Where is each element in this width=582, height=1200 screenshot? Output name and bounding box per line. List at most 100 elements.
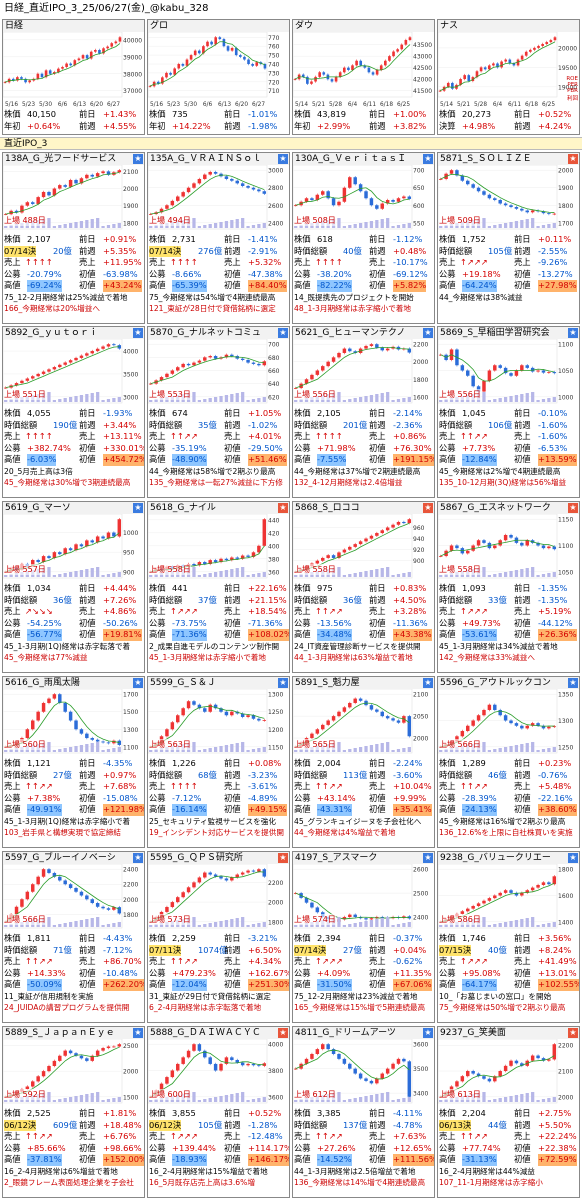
star-icon[interactable]: ★ [278,853,288,863]
stock-panel[interactable]: 138A_G_光フードサービス ★ 2100 2000 1900 1800 上場 488日株… [2,152,145,324]
stock-metrics: 株価 2,394 前日 -0.37% 07/14決 27億 前週 +0.04% 売上 ↑↗↗↗ 売上… [293,933,434,1014]
volume-bar [203,399,207,402]
y-tick-label: 39000 [123,54,142,61]
volume-bar [487,750,492,752]
index-panel[interactable]: ナス 20000 19500 19000 5/14 5/21 5/28 6/4 6/11 6/18… [437,19,580,135]
candle-body [482,709,486,716]
stock-panel[interactable]: 5597_G_ブルーイノベーシ ★ 2400 2200 2000 1800 上場 566日株… [2,851,145,1023]
sales-growth-value: -0.62% [393,956,423,966]
y-tick-label: 19000 [558,84,577,91]
index-panel[interactable]: グロ 770 760 750 740 730 720 710 5/16 5/23 5/30 6/6 6/… [147,19,290,135]
stock-metrics: 株価 975 前日 +0.83% 時価総額 36億 前週 +4.50% 売上 ↑↑↗↗ 売上 +3.2… [293,583,434,664]
candle-body [326,555,330,558]
prev-day-label: 前日 [224,109,241,119]
candle-body [487,194,492,199]
stock-panel[interactable]: 5621_G_ヒューマンテクノ ★ 2200 2000 1800 1600 上場 556日株… [292,326,435,498]
y-tick-label: 650 [413,185,425,192]
stock-panel[interactable]: 5618_G_ナイル ★ 440 420 400 380 360 上場 558日 株価 441 前日… [147,501,290,673]
candle-body [520,55,524,60]
star-icon[interactable]: ★ [133,503,143,513]
side-label: PER [567,82,578,88]
sales-growth-value: +11.95% [103,257,142,267]
public-value: +77.74% [462,1142,501,1153]
mcap-value: 276億 [198,245,223,256]
star-icon[interactable]: ★ [133,1028,143,1038]
star-icon[interactable]: ★ [423,154,433,164]
volume-bar [14,748,19,752]
public-value: +14.33% [27,967,66,978]
star-icon[interactable]: ★ [568,678,578,688]
volume-bar [294,1100,298,1102]
stock-panel[interactable]: 5871_S_ＳＯＬＩＺＥ ★ 2000 1900 1800 1700 上場 509日 株価 1… [437,152,580,324]
star-icon[interactable]: ★ [423,853,433,863]
volume-bar [58,924,62,927]
y-tick-label: 2200 [413,342,428,349]
star-icon[interactable]: ★ [278,1028,288,1038]
sales-trend: ↑↗↗↗ [460,606,488,616]
candle-body [369,1080,374,1084]
index-panel[interactable]: 日経 40000 39000 38000 37000 5/16 5/23 5/30 6/6 6/1… [2,19,145,135]
candle-body [487,370,492,382]
star-icon[interactable]: ★ [133,328,143,338]
stock-panel[interactable]: 5599_G_Ｓ＆Ｊ ★ 1300 1250 1200 1150 上場 563日 株価 1,22… [147,676,290,848]
low-value: +5.82% [393,280,427,292]
volume-bar [358,922,363,927]
stock-panel[interactable]: 5889_S_ＪａｐａｎＥｙｅ ★ 2500 2000 1500 上場 592日 株価 2,5… [2,1026,145,1198]
star-icon[interactable]: ★ [423,503,433,513]
listing-days: 上場 563日 [149,739,191,750]
star-icon[interactable]: ★ [278,328,288,338]
star-icon[interactable]: ★ [278,678,288,688]
star-icon[interactable]: ★ [423,1028,433,1038]
high-value: -6.03% [27,454,57,466]
mcap-value: 71億 [53,944,72,955]
star-icon[interactable]: ★ [133,853,143,863]
prev-week-value: -1.02% [248,419,278,430]
stock-panel[interactable]: 5596_G_アウトルックコン ★ 1350 1300 1250 上場 566日 株価 1,2… [437,676,580,848]
stock-panel[interactable]: 5891_S_魁力屋 ★ 2100 2050 2000 上場 565日 株価 2,004 前日 -… [292,676,435,848]
stock-panel[interactable]: 4811_G_ドリームアーツ ★ 3600 3500 3400 上場 612日 株価 3,38… [292,1026,435,1198]
star-icon[interactable]: ★ [568,503,578,513]
star-icon[interactable]: ★ [278,154,288,164]
stock-panel[interactable]: 4197_S_アスマーク ★ 2600 2500 2400 上場 574日 株価 2,394 前… [292,851,435,1023]
star-icon[interactable]: ★ [568,154,578,164]
sales-growth-label: 売上 [369,431,386,441]
prev-day-label: 前日 [514,109,531,119]
stock-panel[interactable]: 5870_G_ナルネットコミュ ★ 700 680 660 640 620 上場 553日 株価… [147,326,290,498]
stock-panel[interactable]: 5619_G_マーソ ★ 1000 950 900 上場 557日 株価 1,034 前日 +4.… [2,501,145,673]
star-icon[interactable]: ★ [568,1028,578,1038]
volume-bar [58,1099,62,1102]
star-icon[interactable]: ★ [133,154,143,164]
stock-panel[interactable]: 130A_G_ＶｅｒｉｔａｓＩ ★ 700 650 600 550 上場 508日 株価 618… [292,152,435,324]
candle-body [52,552,57,559]
metric-row: 株価 2,105 前日 -2.14% [293,408,434,420]
stock-panel[interactable]: 9237_G_笑美面 ★ 2200 2100 2000 上場 613日 株価 2,204 前日 +… [437,1026,580,1198]
stock-panel[interactable]: 135A_G_ＶＲＡＩＮＳｏｌ ★ 3000 2800 2600 2400 上場 494日株… [147,152,290,324]
star-icon[interactable]: ★ [568,853,578,863]
star-icon[interactable]: ★ [278,503,288,513]
volume-bar [299,749,303,752]
prev-day-value: -2.24% [393,758,423,768]
candle-body [165,72,168,78]
candle-body [342,187,347,202]
star-icon[interactable]: ★ [568,328,578,338]
star-icon[interactable]: ★ [133,678,143,688]
metric-row: 年初 +0.64% 前週 +4.55% [3,121,144,133]
candle-body [98,50,101,54]
metric-row: 高値 -6.03% 初値 +454.72% [3,454,144,466]
star-icon[interactable]: ★ [423,328,433,338]
stock-panel[interactable]: 5868_S_ロココ ★ 960 940 920 900 上場 558日 株価 975 前日 +0.… [292,501,435,673]
stock-panel[interactable]: 5888_G_ＤＡＩＷＡＣＹＣ ★ 4000 3800 3600 上場 600日 株価 3,8… [147,1026,290,1198]
volume-bar [369,395,374,402]
stock-panel[interactable]: 5869_S_早稲田学習研究会 ★ 1100 1050 1000 上場 556日 株価 1,0… [437,326,580,498]
candle-body [493,704,497,710]
metric-row: 45_今期経常は30%増で3期連続最高 [3,477,144,489]
stock-panel[interactable]: 5595_G_ＱＰＳ研究所 ★ 2200 2000 1800 上場 573日 株価 2,259… [147,851,290,1023]
stock-panel[interactable]: 5616_G_雨風太陽 ★ 1700 1500 1300 1100 上場 560日 株価 1,1… [2,676,145,848]
stock-panel[interactable]: 9238_G_バリュークリエー ★ 1800 1600 1400 上場 586日 株価 1,7… [437,851,580,1023]
stock-panel[interactable]: 5892_G_ｙｕｔｏｒｉ ★ 4000 3500 3000 上場 551日 株価 4,055… [2,326,145,498]
star-icon[interactable]: ★ [423,678,433,688]
metric-row: 公募 -73.75% 初値 -71.36% [148,618,289,630]
candle-body [337,711,341,717]
stock-panel[interactable]: 5867_G_エスネットワーク ★ 1150 1100 1050 上場 558日 株価 1,0… [437,501,580,673]
index-panel[interactable]: ダウ 43500 43000 42500 42000 41500 5/14 5/21 5/28 6… [292,19,435,135]
